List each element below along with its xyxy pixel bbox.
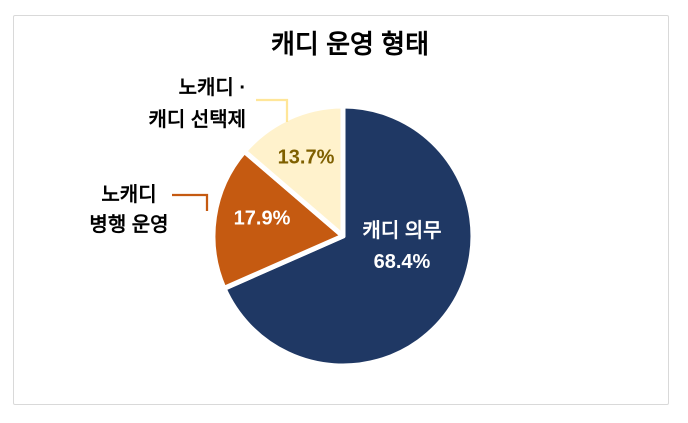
callout-line-cream	[256, 98, 289, 122]
callout-cream-line2: 캐디 선택제	[148, 109, 246, 131]
slice-label-navy: 캐디 의무 68.4%	[362, 216, 441, 278]
pie-slice-2	[241, 103, 346, 239]
chart-title: 캐디 운영 형태	[271, 29, 429, 59]
slice-label-navy-name: 캐디 의무	[362, 220, 442, 242]
pie-slice-0	[221, 103, 476, 369]
pie-slices	[210, 103, 476, 369]
pct-label-orange: 17.9%	[233, 207, 291, 230]
callout-cream-line1: 노캐디 ·	[178, 77, 246, 99]
callout-orange-line1: 노캐디	[101, 184, 157, 206]
callout-orange-line2: 병행 운영	[89, 214, 169, 236]
callout-line-orange	[172, 193, 209, 211]
pie-slice-1	[210, 148, 346, 291]
callout-label-orange: 노캐디 병행 운영	[89, 180, 168, 240]
pct-label-cream: 13.7%	[277, 146, 335, 169]
slice-label-navy-pct: 68.4%	[373, 251, 431, 273]
callout-label-cream: 노캐디 · 캐디 선택제	[110, 72, 246, 136]
